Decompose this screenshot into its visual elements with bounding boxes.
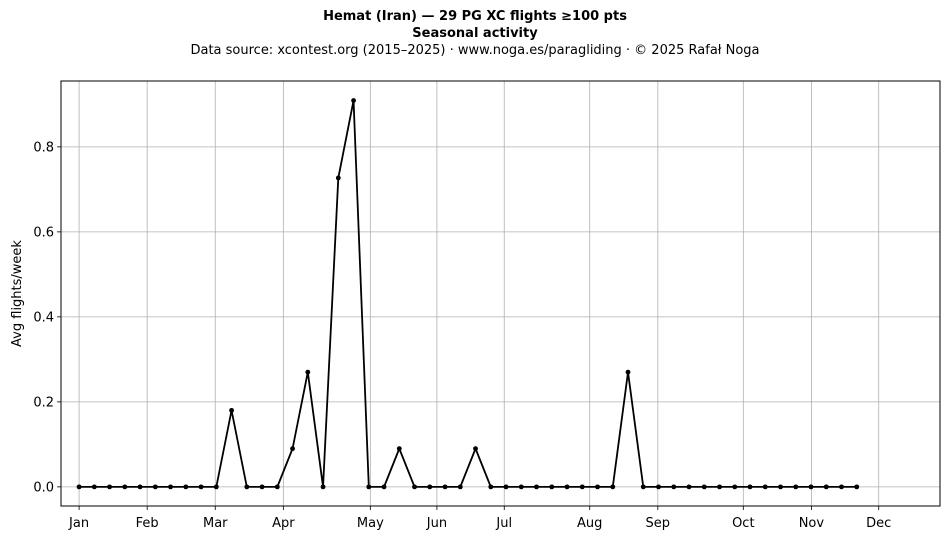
data-point bbox=[656, 484, 661, 490]
data-point bbox=[229, 407, 234, 413]
data-point bbox=[91, 484, 97, 490]
chart-subtitle: Seasonal activity bbox=[412, 26, 538, 41]
data-point bbox=[717, 484, 722, 490]
y-axis-label: Avg flights/week bbox=[10, 240, 25, 347]
data-point bbox=[122, 484, 128, 490]
x-tick-label: Jul bbox=[495, 516, 512, 531]
data-point bbox=[823, 484, 829, 490]
chart-source-line: Data source: xcontest.org (2015–2025) · … bbox=[190, 43, 760, 58]
data-point bbox=[686, 484, 692, 490]
data-point bbox=[213, 484, 219, 490]
data-point bbox=[747, 484, 753, 490]
data-point bbox=[183, 484, 189, 490]
data-point bbox=[76, 484, 82, 490]
x-tick-label: Oct bbox=[732, 516, 754, 531]
x-tick-label: Jun bbox=[426, 516, 447, 531]
data-point bbox=[305, 369, 311, 375]
data-point bbox=[610, 484, 616, 490]
grid-lines bbox=[61, 81, 940, 506]
data-point bbox=[137, 484, 143, 490]
data-point bbox=[152, 484, 158, 490]
title-block: Hemat (Iran) — 29 PG XC flights ≥100 pts… bbox=[0, 8, 950, 59]
data-point bbox=[625, 369, 631, 375]
y-tick-label: 0.6 bbox=[33, 225, 54, 240]
plot-frame bbox=[60, 80, 941, 507]
x-tick-label: Apr bbox=[272, 516, 295, 531]
y-tick-label: 0.4 bbox=[33, 310, 54, 325]
data-point bbox=[351, 98, 356, 103]
data-point bbox=[503, 484, 509, 490]
data-point bbox=[671, 484, 677, 490]
x-tick-label: Aug bbox=[577, 516, 602, 531]
y-axis: 0.0 0.2 0.4 0.6 0.8 bbox=[33, 140, 61, 495]
data-point bbox=[854, 484, 860, 490]
data-point bbox=[320, 484, 326, 490]
x-tick-label: Jan bbox=[68, 516, 89, 531]
data-point bbox=[290, 446, 295, 452]
data-point bbox=[839, 484, 844, 490]
data-point bbox=[579, 484, 585, 490]
x-axis: Jan Feb Mar Apr May Jun Jul Aug Sep Oct Nov Dec bbox=[68, 506, 891, 531]
x-tick-label: Nov bbox=[799, 516, 825, 531]
data-point bbox=[778, 484, 783, 490]
data-point bbox=[549, 484, 555, 490]
data-point bbox=[534, 484, 539, 490]
x-tick-label: Feb bbox=[136, 516, 159, 531]
data-point bbox=[473, 446, 478, 452]
data-point bbox=[396, 446, 402, 452]
x-tick-label: May bbox=[357, 516, 384, 531]
data-point bbox=[335, 175, 341, 181]
x-tick-label: Mar bbox=[203, 516, 228, 531]
data-point bbox=[274, 484, 280, 490]
x-tick-label: Sep bbox=[646, 516, 671, 531]
data-point bbox=[808, 484, 814, 490]
data-point bbox=[412, 484, 417, 490]
data-point bbox=[457, 484, 463, 490]
data-point bbox=[518, 484, 524, 490]
data-point bbox=[168, 484, 173, 490]
data-point bbox=[732, 484, 738, 490]
data-point bbox=[244, 484, 250, 490]
data-point bbox=[640, 484, 646, 490]
data-point bbox=[427, 484, 433, 490]
x-tick-label: Dec bbox=[866, 516, 891, 531]
data-point bbox=[381, 484, 387, 490]
data-point bbox=[595, 484, 600, 490]
series-line bbox=[79, 99, 857, 488]
data-point bbox=[259, 484, 265, 490]
data-point bbox=[564, 484, 570, 490]
data-point bbox=[488, 484, 494, 490]
data-point bbox=[762, 484, 768, 490]
y-tick-label: 0.0 bbox=[33, 480, 54, 495]
data-point bbox=[198, 484, 204, 490]
data-point bbox=[107, 484, 112, 490]
y-tick-label: 0.8 bbox=[33, 140, 54, 155]
y-tick-label: 0.2 bbox=[33, 395, 54, 410]
data-point bbox=[793, 484, 799, 490]
data-point bbox=[442, 484, 448, 490]
series-line-group bbox=[76, 98, 860, 490]
data-point bbox=[701, 484, 707, 490]
chart-title: Hemat (Iran) — 29 PG XC flights ≥100 pts bbox=[323, 9, 627, 24]
data-point bbox=[366, 484, 372, 490]
